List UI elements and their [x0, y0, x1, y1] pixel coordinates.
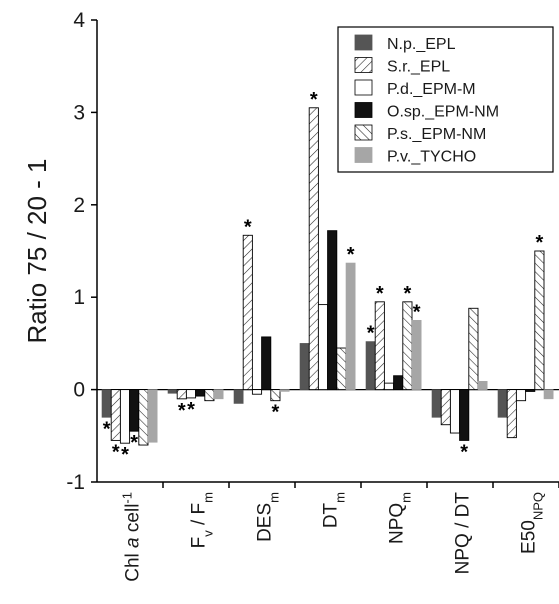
- bar: [270, 389, 281, 402]
- bar: [308, 107, 319, 391]
- x-category-label: NPQm: [387, 492, 414, 544]
- significance-marker: *: [404, 283, 412, 305]
- legend-label: N.p._EPL: [387, 36, 456, 53]
- significance-marker: *: [413, 301, 421, 323]
- legend-frame: [337, 26, 554, 173]
- legend-swatch: [354, 57, 373, 73]
- legend-label: S.r._EPL: [387, 59, 450, 76]
- bar: [449, 389, 461, 434]
- legend-swatch: [354, 102, 373, 118]
- significance-marker: *: [460, 441, 468, 463]
- bar: [336, 347, 347, 391]
- y-tick-label: 4: [73, 9, 85, 32]
- bar: [374, 301, 385, 391]
- bar: [506, 389, 517, 439]
- x-category-label: E50NPQ: [519, 492, 546, 554]
- bar: [101, 389, 112, 418]
- significance-marker: *: [130, 432, 138, 454]
- bar: [327, 230, 338, 391]
- significance-marker: *: [244, 216, 252, 238]
- bar: [440, 389, 451, 426]
- y-tick-label: 0: [73, 379, 85, 402]
- bar: [185, 389, 197, 399]
- legend-swatch: [354, 124, 373, 141]
- bar: [213, 389, 224, 400]
- bar: [515, 389, 527, 402]
- bar: [411, 319, 422, 390]
- significance-marker: *: [112, 441, 120, 463]
- y-axis-label: Ratio 75 / 20 - 1: [22, 159, 52, 344]
- x-category-label: Chl a cell-1: [119, 492, 144, 582]
- legend-swatch: [354, 79, 373, 96]
- legend: N.p._EPL S.r._EPL P.d._EPM-M O.sp._EPM-NM P.…: [337, 26, 554, 173]
- significance-marker: *: [121, 444, 129, 466]
- y-tick-label: 3: [73, 101, 85, 124]
- x-category-label: Fv / Fm: [189, 492, 216, 548]
- bar: [147, 389, 158, 443]
- bar: [317, 304, 329, 391]
- bar: [497, 389, 508, 418]
- bar: [261, 336, 272, 391]
- bar: [393, 375, 404, 391]
- bar: [525, 389, 536, 392]
- bar: [543, 389, 554, 400]
- bar: [204, 389, 215, 402]
- significance-marker: *: [187, 399, 195, 421]
- significance-marker: *: [310, 89, 318, 111]
- bar: [251, 389, 263, 395]
- significance-marker: *: [103, 418, 111, 440]
- bar: [459, 389, 470, 441]
- bar: [279, 389, 290, 392]
- legend-swatch: [354, 34, 373, 51]
- y-tick-label: -1: [66, 471, 85, 494]
- legend-swatch: [354, 147, 373, 163]
- bar: [119, 389, 131, 444]
- significance-marker: *: [376, 283, 384, 305]
- bar: [195, 389, 206, 397]
- bar: [299, 343, 310, 390]
- bar: [431, 389, 442, 418]
- bar: [110, 389, 121, 441]
- bar: [345, 262, 356, 390]
- bar: [167, 389, 178, 394]
- legend-label: O.sp._EPM-NM: [387, 104, 499, 121]
- bar: [138, 389, 149, 446]
- x-category-label: DESm: [255, 492, 282, 542]
- significance-marker: *: [367, 323, 375, 345]
- bar: [129, 389, 140, 432]
- significance-marker: *: [178, 400, 186, 422]
- x-category-label: DTm: [321, 492, 348, 528]
- y-tick-label: 1: [73, 286, 85, 309]
- bar: [365, 341, 376, 390]
- significance-marker: *: [272, 402, 280, 424]
- bar: [233, 389, 244, 404]
- x-category-label: NPQ / DT: [453, 492, 474, 575]
- legend-label: P.d._EPM-M: [387, 81, 476, 98]
- significance-marker: *: [347, 244, 355, 266]
- bar: [242, 234, 253, 391]
- bar: [534, 250, 545, 391]
- legend-label: P.v._TYCHO: [387, 149, 476, 166]
- bar: [468, 307, 479, 391]
- bar: [176, 389, 187, 400]
- legend-label: P.s._EPM-NM: [387, 126, 486, 143]
- significance-marker: *: [536, 232, 544, 254]
- bar: [383, 382, 395, 391]
- bar: [402, 301, 413, 391]
- bar: [477, 380, 488, 390]
- y-tick-label: 2: [73, 194, 85, 217]
